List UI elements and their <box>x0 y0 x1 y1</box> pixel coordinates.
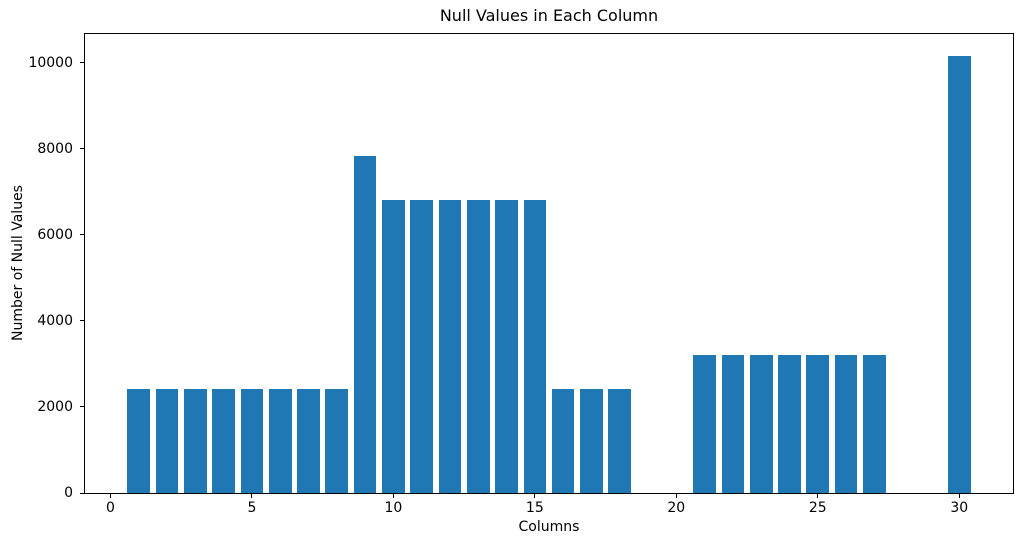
bar-col-8 <box>325 388 349 493</box>
bar-col-1 <box>127 388 151 493</box>
bar-col-4 <box>212 388 235 493</box>
bar-col-26 <box>834 355 858 493</box>
y-tick-label: 6000 <box>37 226 73 243</box>
x-tick-mark <box>675 494 677 498</box>
y-tick-mark <box>80 492 84 494</box>
x-tick-label: 25 <box>808 500 827 516</box>
chart-title: Null Values in Each Column <box>439 6 659 25</box>
y-tick-label: 2000 <box>37 398 73 415</box>
x-tick-label: 20 <box>667 500 686 516</box>
bar-col-27 <box>863 355 886 493</box>
x-tick-label: 30 <box>950 500 969 516</box>
bar-col-2 <box>155 388 179 493</box>
x-tick-label: 15 <box>525 500 544 516</box>
plot-area <box>84 33 1014 494</box>
bar-col-24 <box>778 355 801 493</box>
x-tick-mark <box>534 494 536 498</box>
bar-col-16 <box>551 388 575 493</box>
bar-col-13 <box>466 199 490 493</box>
bar-col-6 <box>268 388 292 493</box>
y-tick-label: 4000 <box>37 312 73 329</box>
x-tick-mark <box>251 494 253 498</box>
x-axis-label: Columns <box>518 519 580 535</box>
bar-col-9 <box>353 155 377 493</box>
y-tick-mark <box>80 406 84 408</box>
y-tick-label: 0 <box>64 485 73 501</box>
y-tick-label: 8000 <box>37 140 73 157</box>
bar-col-3 <box>184 388 207 493</box>
x-tick-mark <box>958 494 960 498</box>
x-tick-label: 0 <box>105 500 115 516</box>
bar-col-10 <box>382 199 405 493</box>
bar-col-15 <box>523 199 547 493</box>
bar-col-30 <box>947 55 971 493</box>
bar-col-18 <box>608 388 632 493</box>
bar-col-12 <box>438 199 462 493</box>
bar-col-11 <box>410 199 433 493</box>
bar-col-5 <box>240 388 264 493</box>
bar-col-7 <box>297 388 320 493</box>
y-tick-label: 10000 <box>28 54 73 71</box>
y-tick-mark <box>80 234 84 236</box>
y-tick-mark <box>80 320 84 322</box>
bar-col-17 <box>580 388 603 493</box>
bar-col-23 <box>749 355 773 493</box>
x-tick-mark <box>392 494 394 498</box>
bar-col-14 <box>495 199 518 493</box>
x-tick-label: 5 <box>247 500 257 516</box>
y-tick-mark <box>80 62 84 64</box>
y-tick-mark <box>80 148 84 150</box>
x-tick-mark <box>109 494 111 498</box>
bar-col-22 <box>721 355 745 493</box>
bar-col-21 <box>693 355 716 493</box>
bar-col-25 <box>806 355 830 493</box>
x-tick-label: 10 <box>384 500 403 516</box>
x-tick-mark <box>817 494 819 498</box>
